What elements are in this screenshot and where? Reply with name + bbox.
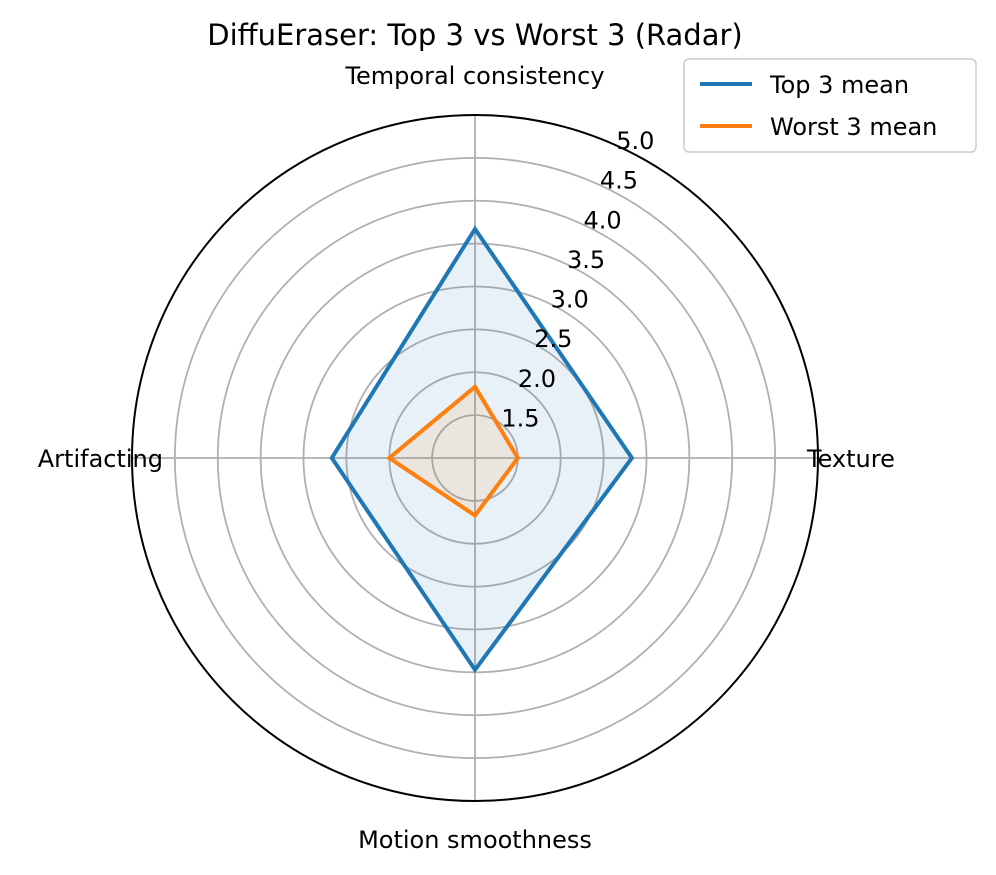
radar-grid [131,114,819,802]
tick-label-2-5: 2.5 [534,325,572,353]
tick-label-3-5: 3.5 [567,246,605,274]
tick-label-5-0: 5.0 [616,127,654,155]
tick-label-4-0: 4.0 [583,206,621,234]
legend-label-worst-3: Worst 3 mean [770,113,937,141]
tick-label-2-0: 2.0 [518,365,556,393]
outer-frame [131,114,819,802]
tick-label-1-5: 1.5 [501,404,539,432]
series-fill-1 [389,386,518,516]
axis-label-2: Motion smoothness [358,826,592,854]
axis-labels: Temporal consistency Texture Motion smooth… [38,62,895,854]
tick-label-4-5: 4.5 [600,167,638,195]
legend: Top 3 mean Worst 3 mean [683,58,977,153]
axis-label-0: Temporal consistency [344,62,604,90]
axis-label-1: Texture [806,445,895,473]
series-layer [329,225,635,674]
legend-box [683,58,977,153]
legend-label-top-3: Top 3 mean [769,71,909,99]
tick-label-3-0: 3.0 [551,286,589,314]
chart-title: DiffuEraser: Top 3 vs Worst 3 (Radar) [207,18,742,52]
radial-tick-labels: 1.5 2.0 2.5 3.0 3.5 4.0 4.5 5.0 [501,127,654,432]
axis-label-3: Artifacting [38,445,163,473]
